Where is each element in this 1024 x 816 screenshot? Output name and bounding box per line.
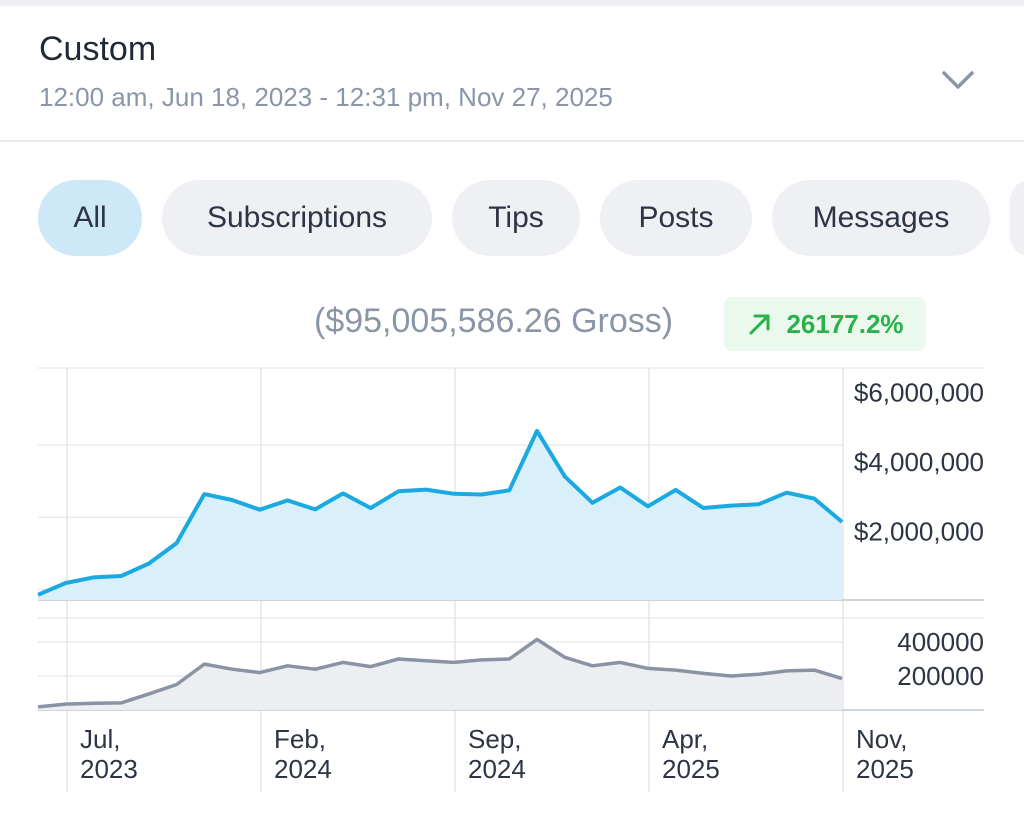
gross-total: ($95,005,586.26 Gross): [314, 302, 674, 340]
date-range-text: 12:00 am, Jun 18, 2023 - 12:31 pm, Nov 2…: [39, 82, 613, 112]
x-tick-month-3: Apr,: [662, 724, 708, 754]
arrow-up-right-icon: [749, 314, 770, 335]
x-tick-year-1: 2024: [274, 754, 332, 784]
earnings-chart: $2,000,000 $4,000,000 $6,000,000 200000 4000…: [37, 367, 984, 792]
tab-all[interactable]: All: [38, 180, 142, 256]
tab-messages[interactable]: Messages: [772, 180, 990, 256]
earnings-line: [37, 428, 844, 597]
earnings-area: [38, 430, 842, 600]
change-percent: 26177.2%: [786, 308, 904, 339]
tab-subscriptions[interactable]: Subscriptions: [162, 180, 432, 256]
x-tick-month-4: Nov,: [856, 724, 908, 754]
x-tick-year-4: 2025: [856, 754, 914, 784]
y-tick-main-0: $2,000,000: [854, 517, 984, 547]
x-tick-year-2: 2024: [468, 754, 526, 784]
y-tick-main-1: $4,000,000: [854, 447, 984, 477]
x-tick-year-3: 2025: [662, 754, 720, 784]
tab-posts[interactable]: Posts: [600, 180, 752, 256]
tab-more-partial[interactable]: [1010, 180, 1024, 256]
category-tabs: All Subscriptions Tips Posts Messages: [0, 180, 1024, 258]
tab-tips[interactable]: Tips: [452, 180, 580, 256]
change-badge: 26177.2%: [724, 297, 926, 351]
top-edge: [0, 0, 1024, 6]
y-tick-main-2: $6,000,000: [854, 378, 984, 408]
y-tick-sub-1: 400000: [897, 627, 984, 657]
date-range-selector[interactable]: Custom 12:00 am, Jun 18, 2023 - 12:31 pm…: [0, 6, 1024, 142]
chevron-down-icon[interactable]: [936, 58, 980, 102]
x-tick-month-2: Sep,: [468, 724, 522, 754]
x-tick-month-0: Jul,: [80, 724, 120, 754]
count-line: [37, 637, 843, 709]
x-tick-year-0: 2023: [80, 754, 138, 784]
count-area: [38, 639, 842, 710]
y-tick-sub-0: 200000: [897, 661, 984, 691]
x-tick-month-1: Feb,: [274, 724, 326, 754]
period-title: Custom: [39, 30, 157, 68]
